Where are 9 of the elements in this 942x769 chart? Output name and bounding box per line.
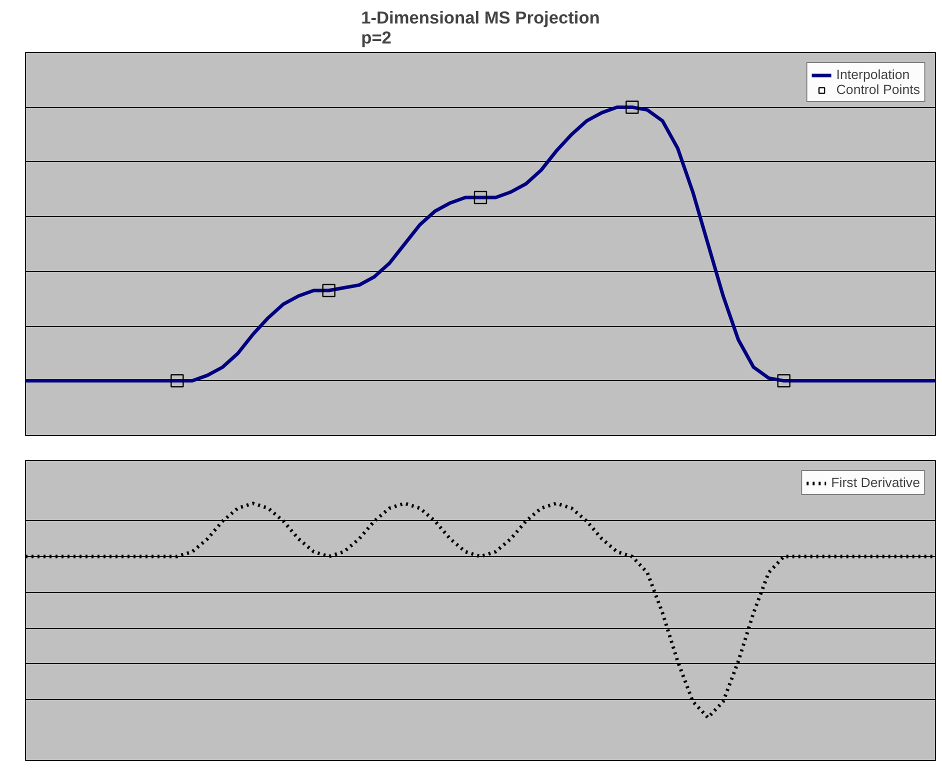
point <box>777 374 790 388</box>
point <box>474 190 488 204</box>
point <box>170 374 184 388</box>
legend-label: Interpolation <box>836 67 910 82</box>
point <box>322 284 336 298</box>
point <box>626 100 639 114</box>
chart-title: 1-Dimensional MS Projection p=2 <box>361 8 600 48</box>
legend-label: First Derivative <box>831 475 920 490</box>
legend-label: Control Points <box>836 82 920 97</box>
